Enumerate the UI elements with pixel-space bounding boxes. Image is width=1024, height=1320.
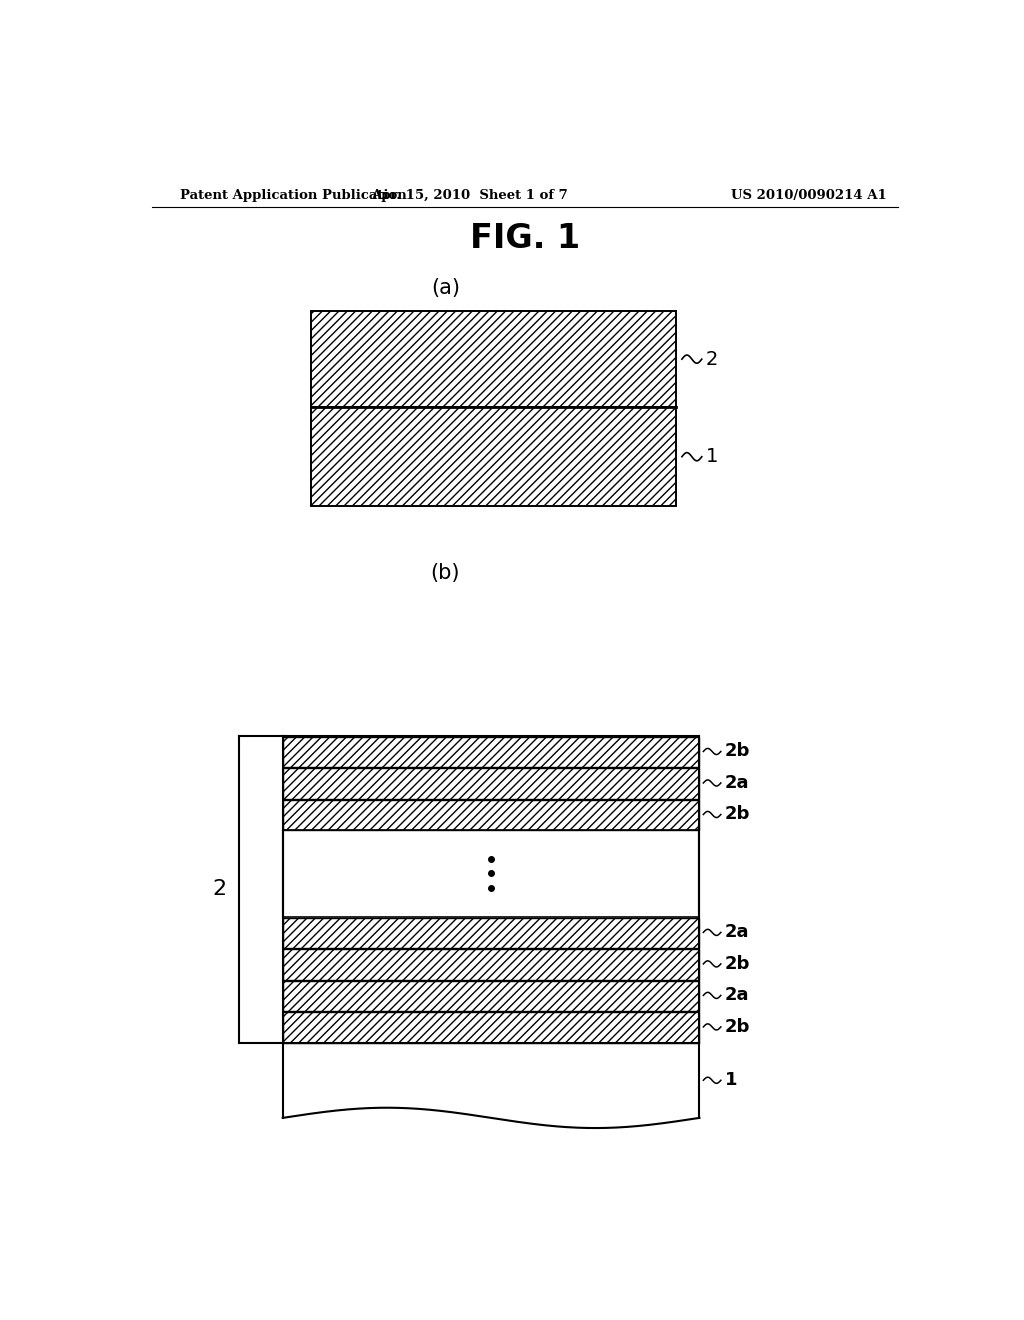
- Text: Apr. 15, 2010  Sheet 1 of 7: Apr. 15, 2010 Sheet 1 of 7: [371, 189, 567, 202]
- Text: 2a: 2a: [725, 986, 750, 1005]
- Text: (b): (b): [431, 564, 460, 583]
- Bar: [283, 1043, 699, 1118]
- Text: FIG. 1: FIG. 1: [470, 222, 580, 255]
- Text: 2: 2: [212, 879, 226, 899]
- Text: 1: 1: [725, 1072, 737, 1089]
- Text: 2b: 2b: [725, 1018, 751, 1036]
- Bar: [283, 981, 699, 1011]
- Text: 2b: 2b: [725, 954, 751, 973]
- Bar: [310, 312, 676, 408]
- Bar: [310, 408, 676, 506]
- Bar: [283, 830, 699, 916]
- Bar: [283, 949, 699, 979]
- Bar: [283, 800, 699, 830]
- Text: 2a: 2a: [725, 924, 750, 941]
- Bar: [283, 768, 699, 799]
- Text: 2b: 2b: [725, 805, 751, 824]
- Text: 1: 1: [706, 447, 718, 466]
- Text: 2b: 2b: [725, 742, 751, 760]
- Text: (a): (a): [431, 279, 460, 298]
- Text: 2: 2: [706, 350, 718, 368]
- Text: Patent Application Publication: Patent Application Publication: [179, 189, 407, 202]
- Bar: [283, 1012, 699, 1043]
- Bar: [283, 737, 699, 767]
- Text: US 2010/0090214 A1: US 2010/0090214 A1: [731, 189, 887, 202]
- Bar: [283, 917, 699, 948]
- Text: 2a: 2a: [725, 774, 750, 792]
